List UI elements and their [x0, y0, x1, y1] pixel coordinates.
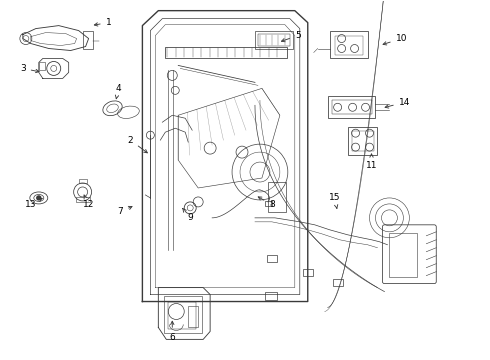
Text: 10: 10 [383, 34, 407, 45]
Circle shape [37, 196, 41, 200]
Text: 3: 3 [20, 64, 39, 73]
Bar [333, 279, 343, 285]
Text: 9: 9 [183, 208, 193, 222]
Bar [165, 46, 287, 58]
Bar [168, 302, 196, 329]
Bar [188, 306, 198, 328]
Bar [303, 269, 313, 276]
Bar [75, 197, 90, 202]
Text: 12: 12 [83, 195, 94, 210]
Bar [328, 96, 375, 118]
Text: 15: 15 [329, 193, 341, 208]
Bar [347, 127, 377, 155]
Bar [332, 100, 371, 114]
Text: 4: 4 [115, 84, 122, 99]
Text: 6: 6 [170, 321, 175, 342]
Bar [83, 31, 93, 49]
Text: 11: 11 [366, 154, 377, 170]
Text: 14: 14 [385, 98, 410, 108]
Bar [335, 36, 363, 55]
Bar [390, 233, 417, 276]
Bar [267, 255, 277, 262]
Bar [78, 179, 87, 183]
Text: 7: 7 [118, 206, 132, 216]
Bar [352, 131, 373, 151]
Text: 8: 8 [258, 197, 275, 210]
Bar [330, 31, 368, 58]
Bar [265, 201, 272, 206]
Bar [164, 296, 202, 333]
Bar [255, 31, 293, 49]
Bar [39, 62, 45, 71]
Bar [268, 182, 286, 212]
Text: 2: 2 [127, 136, 147, 153]
Text: 5: 5 [281, 31, 301, 42]
Bar [258, 33, 290, 45]
Bar [265, 292, 277, 300]
Text: 1: 1 [95, 18, 111, 27]
Text: 13: 13 [25, 198, 42, 210]
